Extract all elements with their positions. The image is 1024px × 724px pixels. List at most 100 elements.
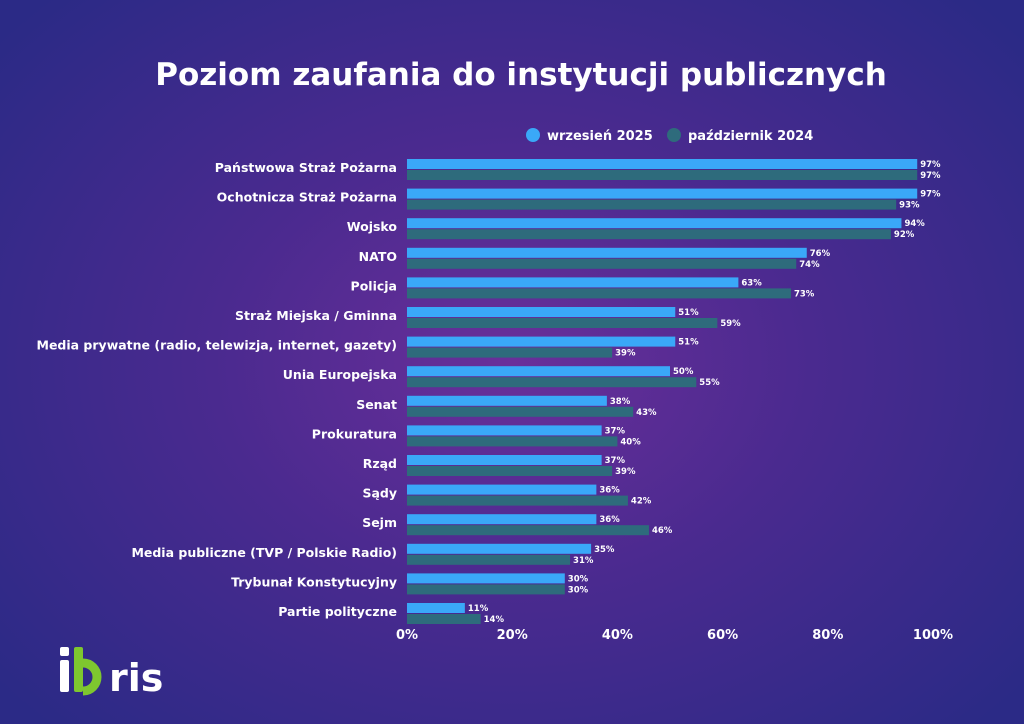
legend: wrzesień 2025 październik 2024 — [526, 128, 813, 144]
value-label-2025: 30% — [568, 574, 589, 584]
legend-label-2024: październik 2024 — [688, 129, 813, 144]
category-label: Policja — [351, 278, 397, 293]
category-label: Prokuratura — [312, 426, 397, 441]
bar-2025 — [407, 307, 676, 317]
bar-2025 — [407, 455, 602, 465]
value-label-2025: 38% — [610, 397, 631, 407]
category-label: Trybunał Konstytucyjny — [231, 574, 397, 589]
ibris-logo: ris — [60, 647, 163, 700]
value-label-2025: 63% — [741, 278, 762, 288]
x-tick-label: 0% — [396, 628, 418, 643]
legend-label-2025: wrzesień 2025 — [547, 129, 653, 144]
value-label-2024: 31% — [573, 556, 594, 566]
bar-2024 — [407, 525, 649, 536]
value-label-2025: 50% — [673, 367, 694, 377]
category-labels: Państwowa Straż Pożarna Ochotnicza Straż … — [37, 160, 398, 619]
value-label-2024: 46% — [652, 526, 673, 536]
category-label: Media prywatne (radio, telewizja, intern… — [37, 338, 398, 353]
bar-2025 — [407, 514, 597, 525]
logo-b-bowl — [82, 658, 102, 696]
value-label-2024: 39% — [615, 467, 636, 477]
bar-2025 — [407, 573, 565, 584]
bar-2024 — [407, 318, 718, 328]
bar-2024 — [407, 495, 628, 506]
bar-2025 — [407, 543, 592, 554]
value-label-2024: 92% — [894, 230, 915, 240]
value-label-2024: 14% — [484, 615, 505, 625]
bar-2025 — [407, 159, 918, 169]
value-label-2024: 93% — [899, 201, 920, 211]
bar-2025 — [407, 425, 602, 436]
category-label: Unia Europejska — [283, 367, 397, 382]
category-label: Senat — [356, 397, 397, 412]
bar-2025 — [407, 277, 739, 288]
value-label-2025: 36% — [599, 486, 620, 496]
value-label-2025: 94% — [904, 219, 925, 229]
value-label-2024: 55% — [699, 378, 720, 388]
value-label-2025: 51% — [678, 308, 699, 318]
x-tick-label: 20% — [497, 628, 528, 643]
bar-2024 — [407, 199, 897, 210]
value-label-2025: 11% — [468, 604, 489, 614]
bar-2024 — [407, 170, 918, 180]
bar-2025 — [407, 484, 597, 495]
value-label-2024: 73% — [794, 289, 815, 299]
value-label-2025: 97% — [920, 190, 941, 200]
logo-text: ris — [109, 656, 163, 700]
bar-2024 — [407, 466, 613, 476]
category-label: Ochotnicza Straż Pożarna — [217, 190, 397, 205]
value-label-2025: 97% — [920, 160, 941, 170]
value-label-2024: 59% — [720, 319, 741, 329]
legend-swatch-2024 — [667, 128, 681, 142]
bar-2025 — [407, 395, 607, 406]
bar-2024 — [407, 436, 618, 447]
value-label-2024: 97% — [920, 171, 941, 181]
value-label-2024: 42% — [631, 497, 652, 507]
category-label: Państwowa Straż Pożarna — [215, 160, 397, 175]
bar-2025 — [407, 366, 670, 377]
bar-2024 — [407, 229, 891, 240]
bar-2024 — [407, 258, 797, 269]
value-label-2025: 37% — [605, 426, 626, 436]
x-tick-label: 100% — [913, 628, 953, 643]
bar-2025 — [407, 247, 807, 258]
value-label-2024: 74% — [799, 260, 820, 270]
x-tick-label: 60% — [707, 628, 738, 643]
bar-2025 — [407, 336, 676, 347]
bar-2024 — [407, 377, 697, 388]
category-label: Partie polityczne — [278, 604, 397, 619]
category-label: Straż Miejska / Gminna — [235, 308, 397, 323]
value-label-2025: 76% — [810, 249, 831, 259]
bar-2024 — [407, 347, 613, 358]
value-label-2025: 36% — [599, 515, 620, 525]
value-label-2024: 43% — [636, 408, 657, 418]
logo-i-stem — [60, 660, 69, 692]
value-label-2025: 37% — [605, 456, 626, 466]
category-label: Sądy — [362, 486, 397, 501]
category-label: Wojsko — [347, 219, 398, 234]
value-label-2024: 40% — [620, 437, 641, 447]
logo-b-stem — [74, 647, 83, 692]
logo-i-dot — [60, 647, 69, 656]
category-label: Media publiczne (TVP / Polskie Radio) — [131, 545, 397, 560]
bar-2024 — [407, 614, 481, 624]
legend-swatch-2025 — [526, 128, 540, 142]
category-label: Rząd — [363, 456, 397, 471]
bar-2024 — [407, 406, 634, 417]
value-label-2024: 39% — [615, 349, 636, 359]
bar-2024 — [407, 288, 791, 299]
bar-2025 — [407, 218, 902, 229]
bar-2024 — [407, 584, 565, 595]
value-label-2024: 30% — [568, 585, 589, 595]
category-label: Sejm — [362, 515, 397, 530]
bars-layer: 97%97%97%93%94%92%76%74%63%73%51%59%51%3… — [407, 159, 941, 625]
x-axis-ticks: 0% 20% 40% 60% 80% 100% — [396, 628, 953, 643]
x-tick-label: 40% — [602, 628, 633, 643]
category-label: NATO — [359, 249, 397, 264]
bar-2025 — [407, 603, 465, 613]
bar-2025 — [407, 188, 918, 199]
chart-title: Poziom zaufania do instytucji publicznyc… — [155, 57, 887, 93]
bar-2024 — [407, 554, 571, 565]
value-label-2025: 35% — [594, 545, 615, 555]
